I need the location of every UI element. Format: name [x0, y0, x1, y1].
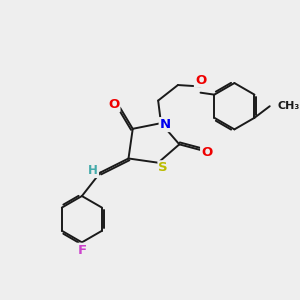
Text: S: S: [158, 161, 168, 174]
Text: F: F: [77, 244, 86, 257]
Text: O: O: [201, 146, 212, 159]
Text: N: N: [160, 118, 171, 131]
Text: CH₃: CH₃: [278, 101, 300, 111]
Text: H: H: [88, 164, 98, 177]
Text: O: O: [108, 98, 119, 111]
Text: O: O: [195, 74, 206, 87]
